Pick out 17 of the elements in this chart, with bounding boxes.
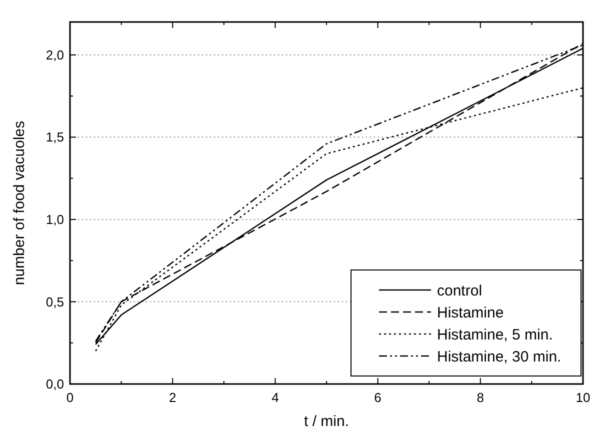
x-tick-label: 4 [272, 390, 279, 405]
y-axis-title: number of food vacuoles [11, 120, 28, 286]
x-tick-label: 0 [66, 390, 74, 405]
x-tick-label: 10 [576, 390, 590, 405]
x-tick-label: 2 [168, 390, 176, 405]
x-axis-title: t / min. [304, 413, 350, 430]
y-tick-label: 0,5 [46, 294, 64, 310]
y-tick-label: 2,0 [46, 47, 64, 62]
legend-label: control [437, 282, 482, 300]
y-tick-label: 1,0 [46, 212, 64, 228]
x-tick-label: 8 [476, 390, 484, 405]
y-tick-label: 1,5 [46, 130, 64, 145]
x-tick-label: 6 [374, 390, 382, 405]
legend-label: Histamine, 5 min. [437, 326, 553, 344]
legend-label: Histamine [437, 304, 504, 322]
legend-label: Histamine, 30 min. [437, 348, 562, 366]
y-tick-label: 0,0 [46, 376, 64, 392]
